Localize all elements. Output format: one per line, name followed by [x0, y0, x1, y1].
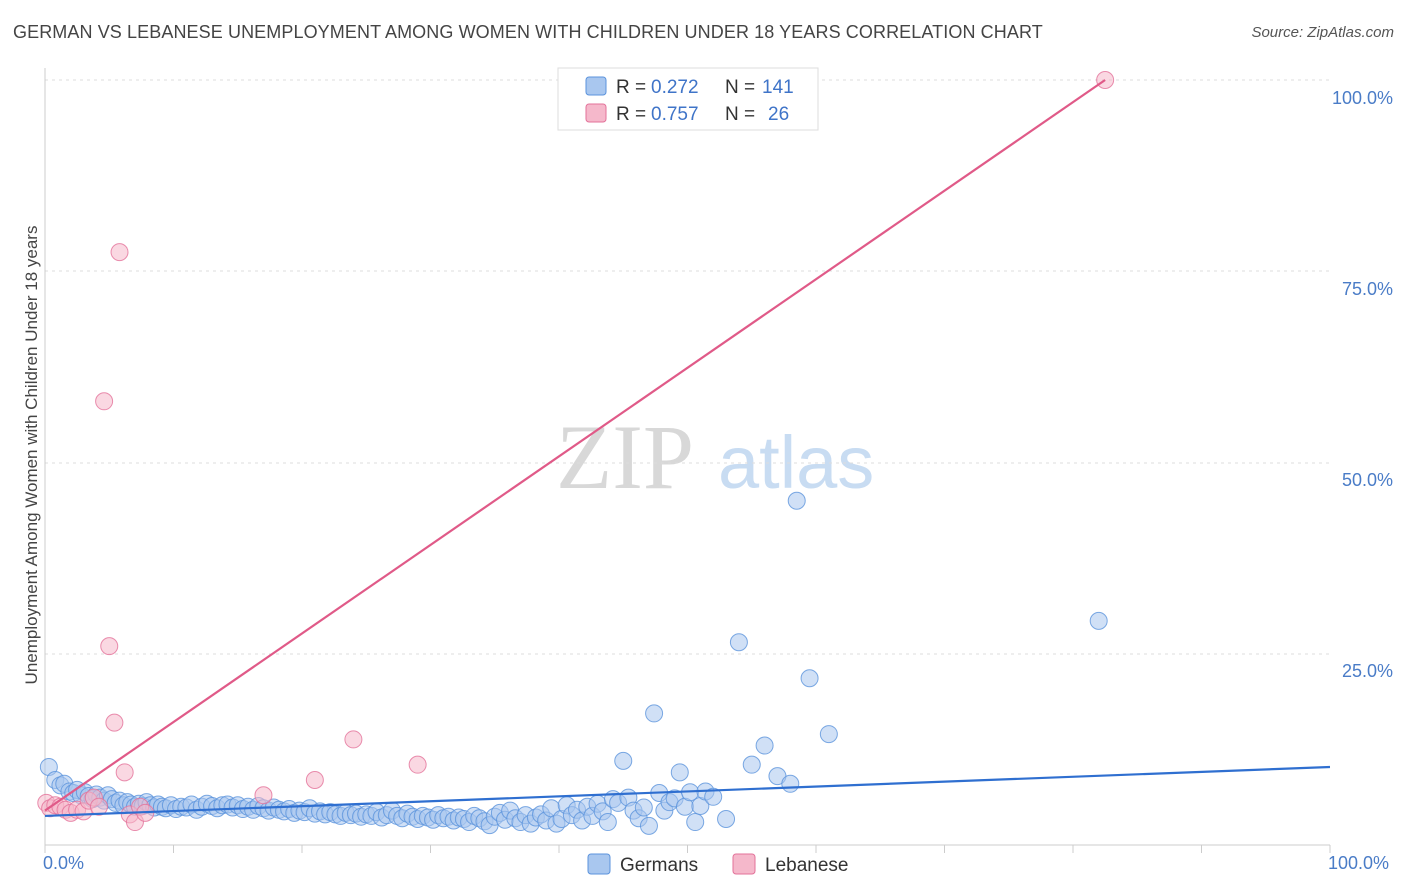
lebanese-data-point — [110, 243, 129, 262]
stats-r-label: R = — [616, 104, 651, 125]
stats-n-label: N = — [725, 104, 760, 125]
lebanese-data-point — [115, 763, 134, 782]
stats-r-value: 0.757 — [651, 104, 699, 125]
german-data-point — [819, 725, 838, 744]
watermark-zip: ZIP — [556, 406, 694, 508]
lebanese-data-point — [95, 392, 114, 411]
stats-n-label: N = — [725, 77, 760, 98]
legend-label-lebanese: Lebanese — [765, 855, 848, 876]
german-data-point — [781, 774, 800, 793]
german-data-point — [670, 763, 689, 782]
german-data-point — [686, 813, 705, 832]
german-data-point — [755, 736, 774, 755]
lebanese-data-point — [100, 637, 119, 656]
chart-title: GERMAN VS LEBANESE UNEMPLOYMENT AMONG WO… — [13, 22, 1043, 42]
lebanese-data-point — [254, 786, 273, 805]
x-tick-label-max: 100.0% — [1328, 853, 1389, 873]
series-germans — [39, 491, 1108, 835]
german-data-point — [704, 787, 723, 806]
lebanese-data-point — [89, 797, 108, 816]
german-data-point — [614, 751, 633, 770]
lebanese-data-point — [344, 730, 363, 749]
chart-source: Source: ZipAtlas.com — [1251, 24, 1394, 41]
german-data-point — [787, 491, 806, 510]
stats-n-value: 26 — [768, 104, 789, 125]
stats-box: R = 0.272 N = 141 R = 0.757 N = 26 — [557, 67, 819, 131]
legend-swatch-germans — [587, 853, 611, 875]
legend-label-germans: Germans — [620, 855, 698, 876]
german-data-point — [598, 813, 617, 832]
stats-r-value: 0.272 — [651, 77, 699, 98]
lebanese-trend-line — [44, 79, 1106, 812]
stats-row-germans: R = 0.272 N = 141 — [616, 77, 794, 98]
y-tick-label: 25.0% — [1342, 661, 1393, 681]
stats-swatch-germans — [585, 76, 607, 96]
stats-n-value: 141 — [762, 77, 794, 98]
legend-swatch-lebanese — [732, 853, 756, 875]
stats-swatch-lebanese — [585, 103, 607, 123]
lebanese-data-point — [105, 713, 124, 732]
legend: Germans Lebanese — [587, 853, 848, 876]
x-tick-label-min: 0.0% — [43, 853, 84, 873]
german-trend-line — [44, 765, 1331, 818]
german-data-point — [639, 816, 658, 835]
trend-lines — [44, 79, 1331, 818]
stats-row-lebanese: R = 0.757 N = 26 — [616, 104, 789, 125]
stats-r-label: R = — [616, 77, 651, 98]
german-data-point — [729, 633, 748, 652]
y-tick-label: 75.0% — [1342, 279, 1393, 299]
german-data-point — [800, 669, 819, 688]
y-tick-label: 50.0% — [1342, 470, 1393, 490]
y-axis-label: Unemployment Among Women with Children U… — [22, 226, 41, 685]
german-data-point — [1089, 611, 1108, 630]
lebanese-data-point — [305, 770, 324, 789]
german-data-point — [717, 809, 736, 828]
lebanese-data-point — [408, 755, 427, 774]
german-data-point — [645, 704, 664, 723]
y-tick-label: 100.0% — [1332, 88, 1393, 108]
german-data-point — [742, 755, 761, 774]
german-data-point — [634, 798, 653, 817]
x-axis-ticks — [44, 845, 1331, 853]
